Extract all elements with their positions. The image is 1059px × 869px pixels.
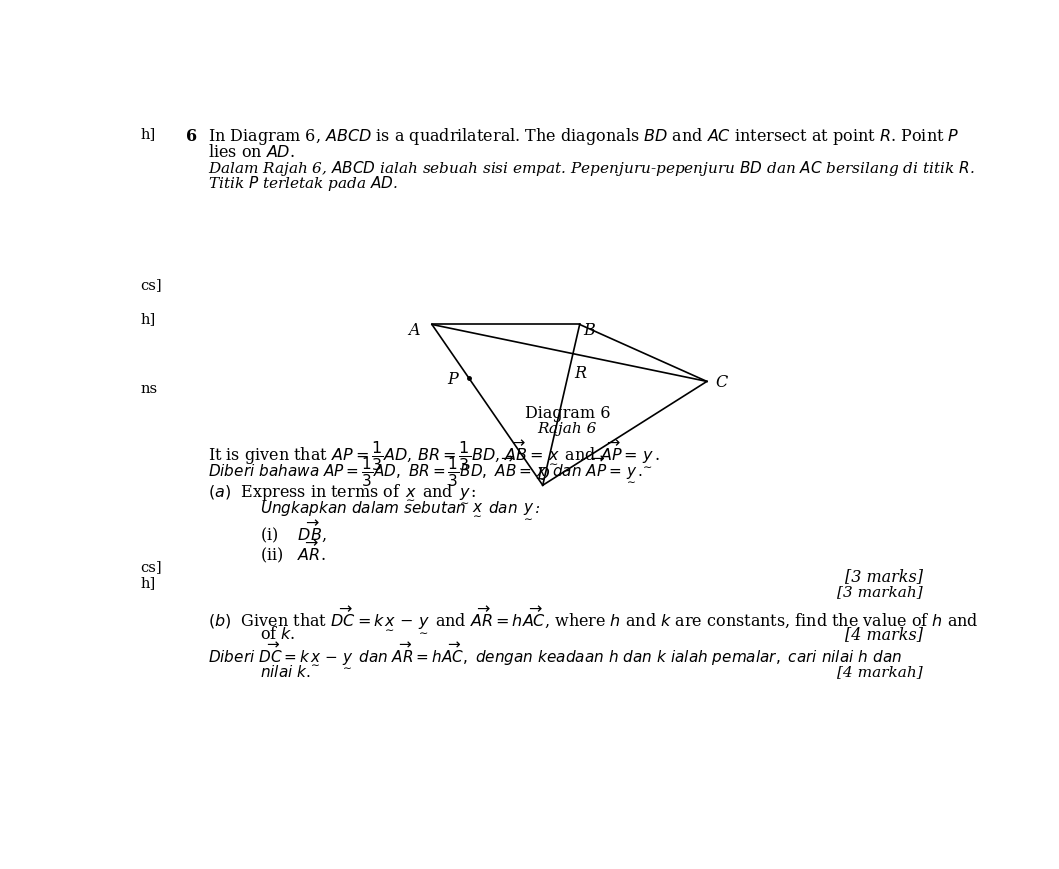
Text: $(a)$  Express in terms of $\underset{\sim}{x}$ and $\underset{\sim}{y}$:: $(a)$ Express in terms of $\underset{\si…: [208, 482, 477, 505]
Text: Titik $P$ terletak pada $AD$.: Titik $P$ terletak pada $AD$.: [208, 174, 398, 193]
Text: It is given that $AP = \dfrac{1}{3}AD$, $BR = \dfrac{1}{3}BD$, $\overrightarrow{: It is given that $AP = \dfrac{1}{3}AD$, …: [208, 437, 660, 471]
Text: R: R: [574, 365, 587, 381]
Text: (i)    $\overrightarrow{DB}$,: (i) $\overrightarrow{DB}$,: [259, 518, 326, 545]
Text: [3 marks]: [3 marks]: [845, 567, 922, 585]
Text: Rajah 6: Rajah 6: [538, 421, 597, 435]
Text: [4 markah]: [4 markah]: [837, 665, 922, 679]
Text: P: P: [447, 370, 457, 387]
Text: $Diberi\ bahawa\ AP = \dfrac{1}{3}AD,\ BR = \dfrac{1}{3}BD,\ \overrightarrow{AB}: $Diberi\ bahawa\ AP = \dfrac{1}{3}AD,\ B…: [208, 454, 643, 487]
Text: $nilai\ k.$: $nilai\ k.$: [259, 664, 310, 680]
Text: A: A: [408, 322, 419, 339]
Text: $Diberi\ \overrightarrow{DC} = k\underset{\sim}{x} - \underset{\sim}{y}\ dan\ \o: $Diberi\ \overrightarrow{DC} = k\underse…: [208, 640, 902, 669]
Text: Diagram 6: Diagram 6: [524, 405, 610, 422]
Text: C: C: [716, 374, 728, 390]
Text: cs]: cs]: [141, 278, 162, 292]
Text: h]: h]: [141, 128, 156, 142]
Text: [3 markah]: [3 markah]: [837, 585, 922, 599]
Text: of $k$.: of $k$.: [259, 626, 295, 643]
Text: D: D: [536, 465, 550, 482]
Text: h]: h]: [141, 311, 156, 325]
Text: [4 marks]: [4 marks]: [845, 626, 922, 643]
Text: (ii)   $\overrightarrow{AR}$.: (ii) $\overrightarrow{AR}$.: [259, 538, 325, 565]
Text: In Diagram 6, $ABCD$ is a quadrilateral. The diagonals $BD$ and $AC$ intersect a: In Diagram 6, $ABCD$ is a quadrilateral.…: [208, 126, 959, 147]
Text: lies on $AD$.: lies on $AD$.: [208, 144, 294, 161]
Text: B: B: [584, 322, 595, 339]
Text: ns: ns: [141, 381, 158, 395]
Text: h]: h]: [141, 576, 156, 590]
Text: $(b)$  Given that $\overrightarrow{DC} = k\underset{\sim}{x} - \underset{\sim}{y: $(b)$ Given that $\overrightarrow{DC} = …: [208, 603, 979, 633]
Text: Dalam Rajah 6, $ABCD$ ialah sebuah sisi empat. Pepenjuru-pepenjuru $BD$ dan $AC$: Dalam Rajah 6, $ABCD$ ialah sebuah sisi …: [208, 159, 974, 178]
Text: cs]: cs]: [141, 559, 162, 573]
Text: 6: 6: [185, 128, 197, 145]
Text: $Ungkapkan\ dalam\ sebutan\ \underset{\sim}{x}\ dan\ \underset{\sim}{y}$:: $Ungkapkan\ dalam\ sebutan\ \underset{\s…: [259, 500, 541, 521]
